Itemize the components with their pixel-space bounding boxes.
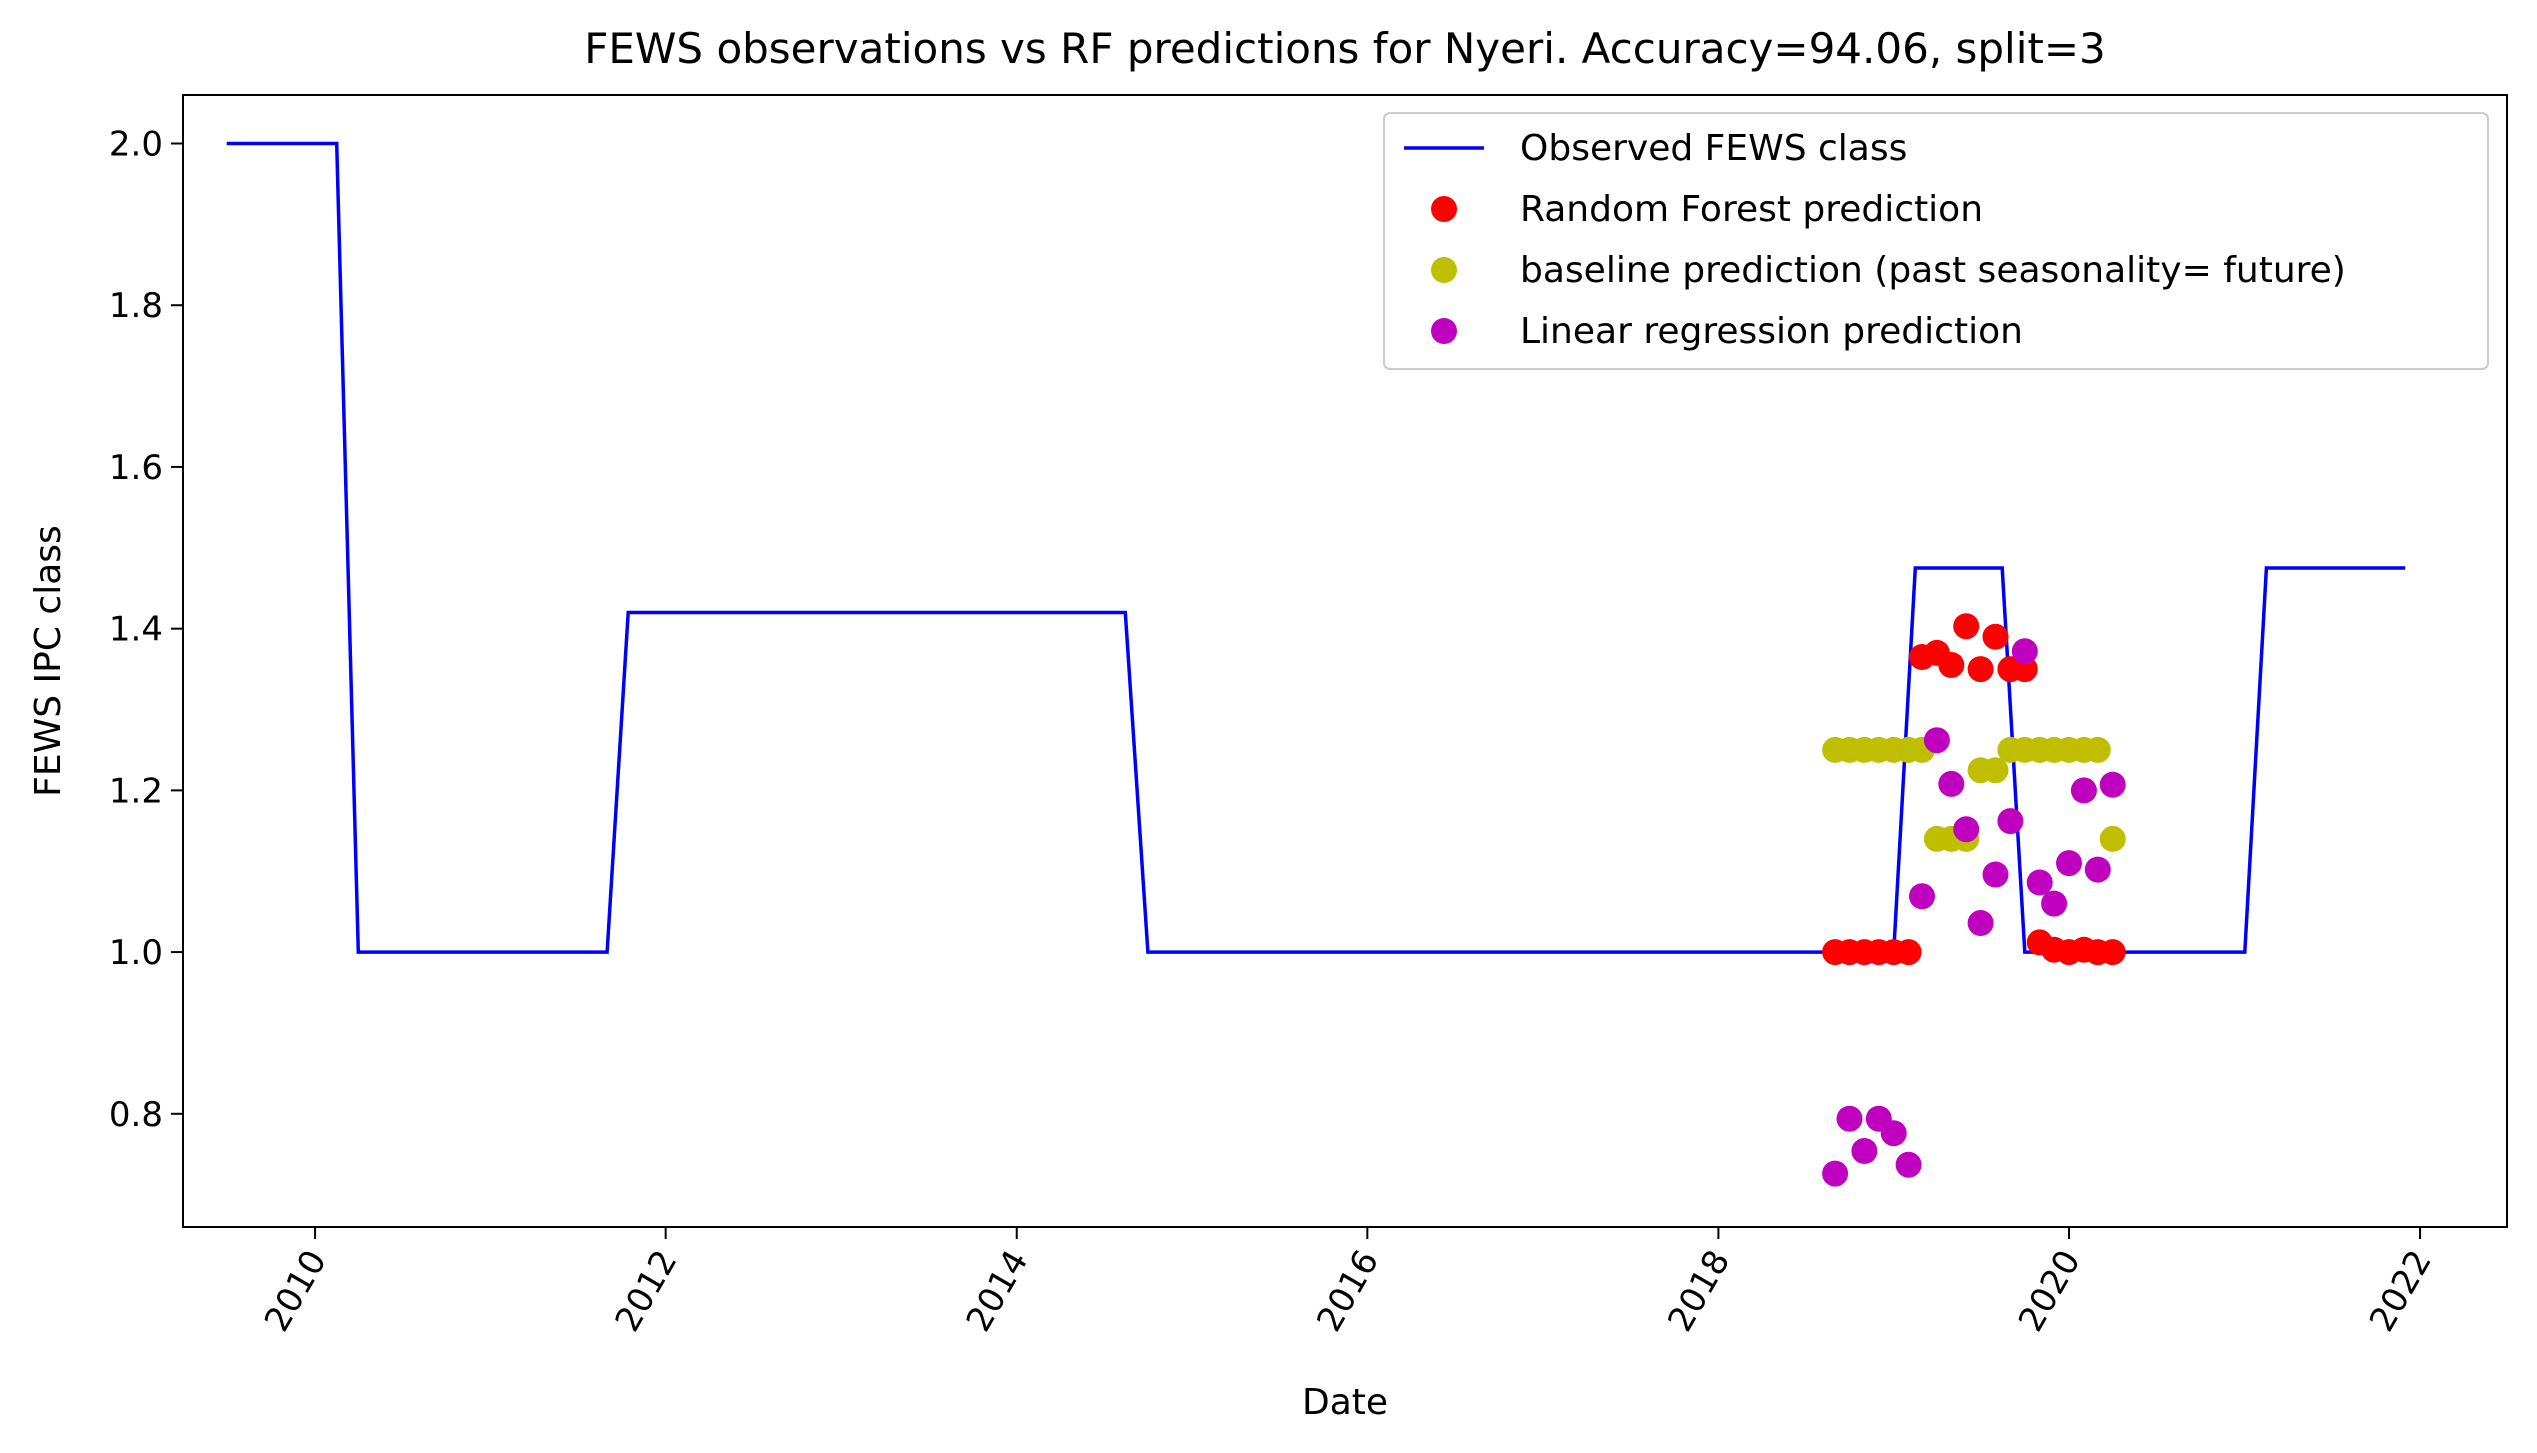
data-point — [2011, 656, 2038, 683]
data-point — [1982, 861, 2009, 888]
data-point — [1938, 652, 1965, 678]
legend-entry-label: Linear regression prediction — [1520, 311, 2023, 352]
data-point — [1953, 613, 1980, 640]
data-point — [2041, 890, 2068, 917]
axes-frame — [182, 94, 2508, 1228]
data-point — [1982, 623, 2009, 650]
legend-swatch — [1431, 318, 1457, 344]
data-point — [2099, 939, 2126, 966]
legend-frame — [1383, 112, 2489, 370]
chart-title: FEWS observations vs RF predictions for … — [584, 24, 2106, 73]
data-point — [2026, 869, 2053, 896]
data-point — [2084, 856, 2111, 883]
data-point — [1938, 770, 1965, 797]
data-point — [1895, 939, 1922, 966]
data-point — [2084, 736, 2111, 763]
series-layer — [226, 141, 2406, 1187]
legend-entry-label: baseline prediction (past seasonality= f… — [1520, 250, 2346, 291]
data-point — [2070, 777, 2097, 804]
legend-entry-label: Random Forest prediction — [1520, 189, 1983, 230]
series-3 — [1822, 638, 2126, 1187]
y-tick-label: 1.6 — [109, 448, 163, 488]
y-tick-label: 1.2 — [109, 771, 163, 811]
y-tick-label: 1.0 — [109, 933, 163, 973]
legend-swatch — [1431, 196, 1457, 222]
data-point — [2099, 771, 2126, 798]
y-tick-label: 2.0 — [109, 125, 163, 165]
data-point — [1923, 727, 1950, 754]
legend-entry-label: Observed FEWS class — [1520, 128, 1907, 169]
y-tick-label: 0.8 — [109, 1095, 163, 1135]
y-axis-label: FEWS IPC class — [28, 525, 69, 797]
legend-swatch — [1431, 257, 1457, 283]
plot-area — [226, 141, 2406, 1187]
y-tick-label: 1.8 — [109, 286, 163, 326]
series-2 — [1822, 736, 2126, 852]
data-point — [1982, 757, 2009, 784]
y-axis-ticks: 0.8 1.0 1.2 1.4 1.6 1.8 2.0 — [109, 125, 183, 1135]
data-point — [1909, 883, 1935, 910]
data-point — [2056, 850, 2082, 877]
data-point — [1953, 816, 1980, 843]
y-tick-label: 1.4 — [109, 610, 163, 650]
data-point — [1822, 1160, 1849, 1187]
legend: Observed FEWS class Random Forest predict… — [1383, 112, 2489, 370]
observed-line — [226, 141, 2406, 954]
data-point — [1895, 1151, 1922, 1178]
series-1 — [1822, 613, 2126, 966]
data-point — [1967, 910, 1994, 936]
x-axis-label: Date — [1302, 1382, 1388, 1423]
data-point — [1851, 1138, 1878, 1164]
data-point — [2011, 638, 2038, 665]
series-0 — [226, 141, 2406, 954]
data-point — [1997, 808, 2024, 835]
data-point — [1880, 1120, 1907, 1147]
data-point — [1967, 656, 1994, 683]
data-point — [1836, 1105, 1863, 1132]
data-point — [2099, 825, 2126, 852]
